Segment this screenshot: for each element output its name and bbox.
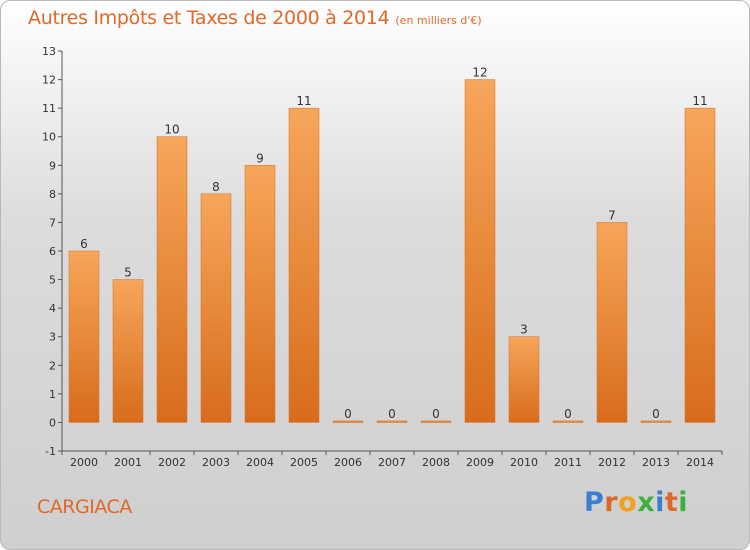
- x-tick-label: 2000: [70, 456, 98, 469]
- brand-letter: i: [655, 487, 665, 518]
- x-tick-label: 2006: [334, 456, 362, 469]
- bar-2001: [112, 279, 144, 423]
- bar-2006: [332, 420, 364, 423]
- brand-letter: r: [604, 487, 619, 518]
- labels: 6 5 10 8 9 11 0 0 0 12 3 0 7 0 11: [80, 66, 707, 421]
- bar-2004: [244, 165, 276, 423]
- data-label-2005: 11: [296, 94, 311, 108]
- data-label-2008: 0: [432, 407, 440, 421]
- y-tick-label: 0: [49, 416, 56, 429]
- data-label-2012: 7: [608, 208, 616, 222]
- y-tick-label: 12: [42, 74, 56, 87]
- bar-2012: [596, 222, 628, 423]
- data-label-2007: 0: [388, 407, 396, 421]
- x-tick-label: 2012: [598, 456, 626, 469]
- y-tick-label: 2: [49, 359, 56, 372]
- y-tick-label: 8: [49, 188, 56, 201]
- brand-letter: x: [637, 487, 656, 518]
- y-tick-label: 11: [42, 102, 56, 115]
- x-tick-label: 2009: [466, 456, 494, 469]
- brand-letter: P: [584, 487, 605, 518]
- bar-2010: [508, 336, 540, 423]
- brand-logo: Proxiti: [584, 487, 688, 518]
- x-tick-label: 2002: [158, 456, 186, 469]
- bar-2011: [552, 420, 584, 423]
- data-label-2014: 11: [692, 94, 707, 108]
- chart-title: Autres Impôts et Taxes de 2000 à 2014: [28, 7, 390, 29]
- y-tick-label: 4: [49, 302, 56, 315]
- x-tick-label: 2013: [642, 456, 670, 469]
- y-tick-label: 10: [42, 131, 56, 144]
- y-tick-label: 6: [49, 245, 56, 258]
- x-tick-label: 2014: [686, 456, 714, 469]
- brand-letter: o: [618, 487, 638, 518]
- commune-name: CARGIACA: [37, 496, 132, 518]
- bars: [68, 79, 716, 423]
- bar-2014: [684, 107, 716, 423]
- x-tick-label: 2008: [422, 456, 450, 469]
- y-tick-label: 3: [49, 331, 56, 344]
- bar-2007: [376, 420, 408, 423]
- bar-2005: [288, 107, 320, 423]
- data-label-2004: 9: [256, 151, 264, 165]
- data-label-2002: 10: [164, 123, 179, 137]
- bar-2013: [640, 420, 672, 423]
- chart-subtitle: (en milliers d'€): [395, 14, 482, 27]
- data-label-2010: 3: [520, 323, 528, 337]
- x-tick-label: 2003: [202, 456, 230, 469]
- data-label-2006: 0: [344, 407, 352, 421]
- x-tick-label: 2004: [246, 456, 274, 469]
- data-label-2003: 8: [212, 180, 220, 194]
- bar-2008: [420, 420, 452, 423]
- x-tick-label: 2001: [114, 456, 142, 469]
- data-label-2013: 0: [652, 407, 660, 421]
- brand-letter: i: [678, 487, 689, 518]
- bar-2002: [156, 136, 188, 423]
- y-tick-label: -1: [45, 445, 56, 458]
- x-tick-label: 2011: [554, 456, 582, 469]
- bar-2000: [68, 250, 100, 423]
- y-tick-label: 9: [49, 159, 56, 172]
- y-tick-label: 13: [42, 45, 56, 58]
- x-tick-label: 2010: [510, 456, 538, 469]
- data-label-2009: 12: [472, 66, 487, 80]
- bar-2003: [200, 193, 232, 423]
- y-tick-label: 7: [49, 216, 56, 229]
- x-tick-label: 2007: [378, 456, 406, 469]
- y-tick-label: 1: [49, 388, 56, 401]
- title-line: Autres Impôts et Taxes de 2000 à 2014 (en…: [28, 7, 482, 29]
- x-tick-label: 2005: [290, 456, 318, 469]
- data-label-2011: 0: [564, 407, 572, 421]
- data-label-2000: 6: [80, 237, 88, 251]
- data-label-2001: 5: [124, 266, 132, 280]
- bar-2009: [464, 79, 496, 423]
- y-tick-label: 5: [49, 274, 56, 287]
- brand-letter: t: [664, 487, 679, 518]
